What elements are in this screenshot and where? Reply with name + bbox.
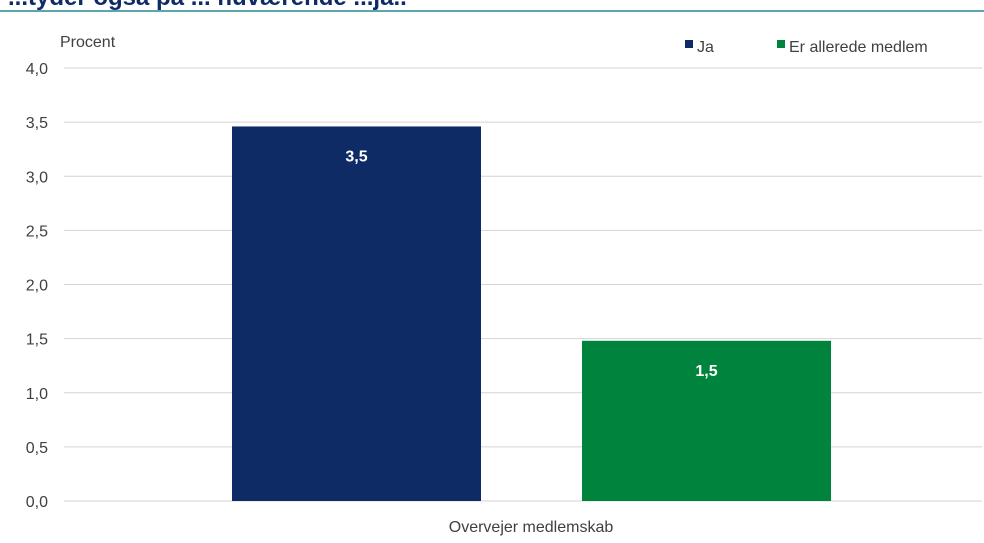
legend-swatch bbox=[777, 40, 785, 48]
bar-value-label: 3,5 bbox=[345, 148, 367, 165]
y-tick-label: 3,5 bbox=[26, 115, 48, 132]
y-axis-label: Procent bbox=[60, 34, 116, 51]
gridlines bbox=[64, 67, 982, 502]
y-tick-label: 1,5 bbox=[26, 332, 48, 349]
bar-value-label: 1,5 bbox=[695, 363, 717, 380]
y-tick-label: 0,5 bbox=[26, 440, 48, 457]
bar-er-allerede-medlem bbox=[582, 340, 831, 501]
y-tick-label: 1,0 bbox=[26, 386, 48, 403]
chart-title: ...tyder også på ... nuværende ...ja.. bbox=[8, 0, 407, 10]
legend-swatch bbox=[685, 40, 693, 48]
y-axis-ticks: 0,0 0,5 1,0 1,5 2,0 2,5 3,0 3,5 4,0 bbox=[26, 61, 48, 511]
bars bbox=[232, 126, 831, 501]
x-category-label: Overvejer medlemskab bbox=[449, 519, 614, 536]
legend-label: Er allerede medlem bbox=[789, 39, 928, 56]
legend-label: Ja bbox=[697, 39, 714, 56]
y-tick-label: 2,5 bbox=[26, 223, 48, 240]
y-tick-label: 3,0 bbox=[26, 169, 48, 186]
y-tick-label: 4,0 bbox=[26, 61, 48, 78]
data-labels: 3,5 1,5 bbox=[345, 148, 717, 379]
y-tick-label: 2,0 bbox=[26, 278, 48, 295]
y-tick-label: 0,0 bbox=[26, 494, 48, 511]
chart-title-strip: ...tyder også på ... nuværende ...ja.. bbox=[0, 0, 984, 12]
legend: Ja Er allerede medlem bbox=[685, 39, 928, 56]
bar-ja bbox=[232, 126, 481, 501]
